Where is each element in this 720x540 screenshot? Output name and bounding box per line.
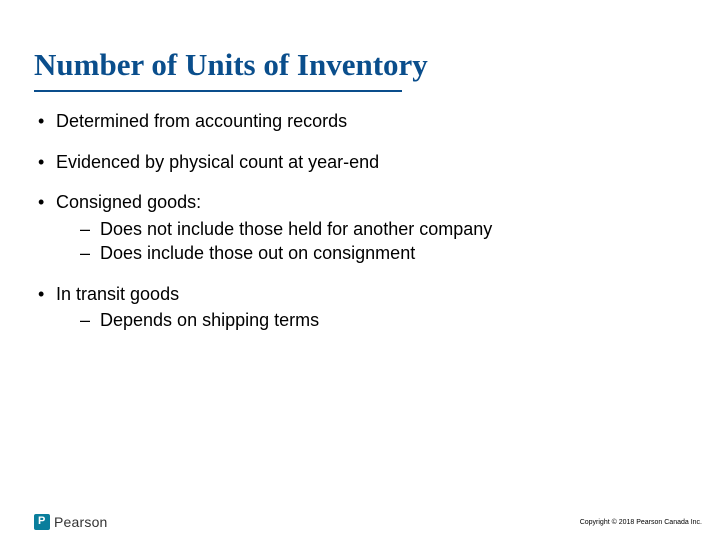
bullet-item: In transit goods Depends on shipping ter… — [34, 283, 674, 332]
copyright-text: Copyright © 2018 Pearson Canada Inc. — [580, 519, 702, 526]
bullet-text: Evidenced by physical count at year-end — [56, 152, 379, 172]
sub-bullet-item: Does include those out on consignment — [56, 242, 674, 265]
sub-bullet-item: Does not include those held for another … — [56, 218, 674, 241]
title-underline — [34, 90, 402, 92]
bullet-text: Determined from accounting records — [56, 111, 347, 131]
publisher-logo-text: Pearson — [54, 514, 108, 530]
slide-title: Number of Units of Inventory — [34, 48, 428, 82]
footer: Pearson Copyright © 2018 Pearson Canada … — [0, 506, 720, 530]
sub-bullet-list: Does not include those held for another … — [56, 218, 674, 265]
slide-body: Determined from accounting records Evide… — [34, 110, 674, 350]
slide: Number of Units of Inventory Determined … — [0, 0, 720, 540]
sub-bullet-text: Does include those out on consignment — [100, 243, 415, 263]
publisher-logo: Pearson — [34, 514, 108, 530]
bullet-item: Determined from accounting records — [34, 110, 674, 133]
sub-bullet-text: Does not include those held for another … — [100, 219, 492, 239]
bullet-text: Consigned goods: — [56, 192, 201, 212]
sub-bullet-item: Depends on shipping terms — [56, 309, 674, 332]
pearson-mark-icon — [34, 514, 50, 530]
bullet-item: Evidenced by physical count at year-end — [34, 151, 674, 174]
bullet-text: In transit goods — [56, 284, 179, 304]
bullet-list: Determined from accounting records Evide… — [34, 110, 674, 332]
sub-bullet-text: Depends on shipping terms — [100, 310, 319, 330]
bullet-item: Consigned goods: Does not include those … — [34, 191, 674, 265]
sub-bullet-list: Depends on shipping terms — [56, 309, 674, 332]
